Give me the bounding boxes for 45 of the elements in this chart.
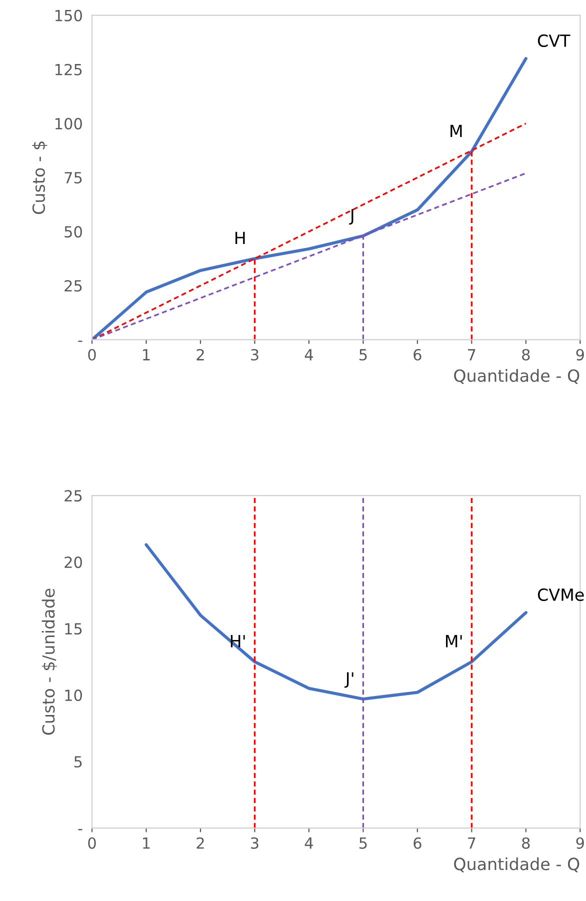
- x-tick-label: 1: [143, 349, 150, 360]
- y-tick-label: 50: [64, 226, 82, 238]
- x-axis-title: Quantidade - Q: [454, 369, 580, 384]
- y-tick-label: 100: [55, 118, 82, 130]
- y-axis-title: Custo - $/unidade: [42, 588, 57, 735]
- x-tick-label: 4: [304, 838, 313, 849]
- y-axis-title: Custo - $: [32, 141, 48, 214]
- x-tick-label: 3: [251, 837, 258, 849]
- x-tick-label: 2: [196, 837, 204, 849]
- y-tick-label: 125: [55, 64, 82, 76]
- x-tick-label: 0: [88, 837, 96, 849]
- x-tick-label: 9: [576, 837, 584, 849]
- y-tick-label: 25: [64, 490, 82, 502]
- annotation: H: [235, 232, 245, 244]
- series-label: CVT: [538, 34, 570, 48]
- y-tick-label: 25: [64, 280, 82, 292]
- x-tick-label: 5: [360, 838, 367, 849]
- x-tick-label: 7: [468, 838, 476, 849]
- annotation: M: [450, 124, 462, 137]
- y-tick-label: -: [78, 340, 82, 342]
- y-tick-label: 10: [65, 689, 82, 702]
- x-tick-label: 2: [196, 348, 204, 360]
- x-tick-label: 0: [88, 348, 96, 361]
- x-tick-label: 3: [251, 348, 258, 361]
- annotation: H': [230, 635, 245, 648]
- x-tick-label: 9: [576, 348, 584, 361]
- x-tick-label: 7: [468, 349, 476, 360]
- series-label: CVMe: [538, 588, 584, 602]
- x-tick-label: 6: [414, 837, 422, 849]
- y-tick-label: 75: [64, 172, 82, 184]
- x-tick-label: 6: [414, 348, 422, 361]
- x-tick-label: 8: [522, 348, 530, 361]
- annotation: M': [446, 635, 462, 648]
- y-tick-label: 150: [55, 10, 82, 22]
- y-tick-label: 5: [74, 756, 82, 768]
- x-tick-label: 1: [143, 838, 150, 849]
- x-tick-label: 4: [304, 349, 313, 360]
- x-tick-label: 8: [522, 837, 530, 849]
- y-tick-label: -: [78, 829, 82, 830]
- y-tick-label: 20: [64, 556, 82, 568]
- y-tick-label: 15: [65, 623, 82, 635]
- annotation: J: [349, 209, 354, 225]
- x-axis-title: Quantidade - Q: [454, 857, 580, 872]
- annotation: J': [344, 672, 354, 688]
- x-tick-label: 5: [360, 349, 367, 361]
